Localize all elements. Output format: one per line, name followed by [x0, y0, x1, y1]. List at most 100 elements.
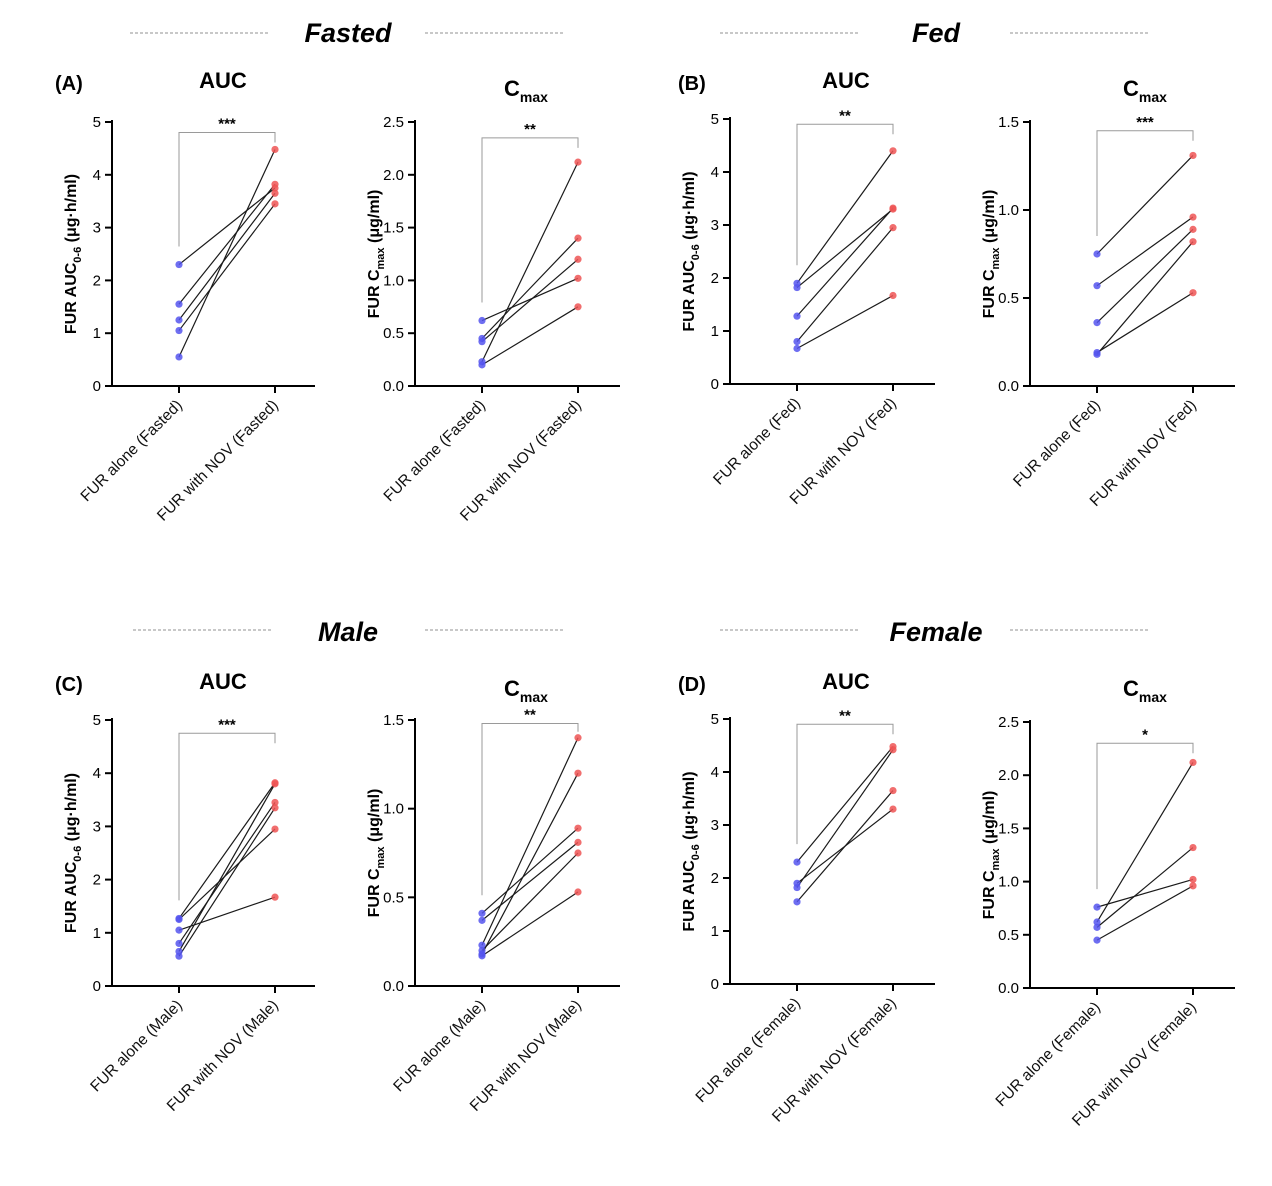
point-fur-with-nov — [574, 255, 582, 263]
significance-bracket — [481, 137, 579, 303]
chart-fasted-auc: (A) AUC FUR AUC0-6 (μg·h/ml) 0 1 2 3 4 5 FUR alon… — [55, 68, 315, 525]
point-fur-with-nov — [574, 769, 582, 777]
y-axis-label: FUR Cmax (μg/ml) — [981, 791, 1002, 920]
point-fur-alone — [478, 361, 486, 369]
point-fur-with-nov — [889, 746, 897, 754]
pair-line — [178, 802, 276, 944]
chart-title-sub: max — [1139, 89, 1167, 105]
y-axis-label-unit: (μg·h/ml) — [681, 771, 698, 844]
pair-line — [178, 187, 276, 266]
point-fur-with-nov — [1189, 875, 1197, 884]
pair-line — [796, 790, 894, 903]
significance-bracket — [796, 723, 894, 845]
section-title-female: Female — [889, 617, 982, 647]
pair-line — [481, 737, 579, 946]
y-axis-label-sub: max — [990, 247, 1002, 270]
x-tick-label: FUR alone (Male) — [390, 997, 489, 1096]
chart-title-sub: max — [520, 89, 548, 105]
point-fur-alone — [175, 926, 183, 934]
pair-line — [481, 258, 579, 343]
y-tick-label: 1.5 — [998, 820, 1019, 837]
x-tick-label: FUR alone (Fed) — [710, 395, 804, 489]
significance-marker: ** — [839, 707, 851, 724]
point-fur-alone — [175, 326, 183, 335]
y-axis-label-main: FUR AUC — [63, 262, 80, 334]
chart-fed-auc: (B) AUC FUR AUC0-6 (μg·h/ml) 0 1 2 3 4 5 FUR alon… — [678, 68, 935, 508]
point-fur-alone — [1093, 319, 1101, 327]
y-axis-label-unit: (μg/ml) — [366, 789, 383, 847]
point-fur-alone — [1093, 350, 1101, 358]
significance-bracket — [1096, 742, 1194, 890]
y-axis-label: FUR Cmax (μg/ml) — [366, 789, 387, 918]
y-tick-label: 3 — [93, 818, 101, 835]
point-fur-with-nov — [889, 786, 897, 795]
point-fur-with-nov — [1189, 238, 1197, 246]
point-fur-alone — [175, 260, 183, 269]
point-fur-alone — [175, 952, 183, 960]
pair-line — [481, 827, 579, 914]
point-fur-with-nov — [271, 825, 279, 833]
point-fur-alone — [478, 916, 486, 924]
y-axis-label-unit: (μg/ml) — [981, 190, 998, 248]
point-fur-alone — [175, 353, 183, 361]
y-tick-label: 0.0 — [383, 378, 404, 395]
point-fur-alone — [1093, 250, 1101, 258]
significance-marker: * — [1142, 726, 1148, 743]
significance-marker: *** — [218, 716, 236, 733]
point-fur-with-nov — [271, 780, 279, 788]
pair-line — [481, 237, 579, 339]
chart-title-main: AUC — [822, 669, 870, 694]
section-header-fasted: Fasted — [130, 18, 565, 48]
significance-bracket — [178, 132, 276, 247]
chart-title: Cmax — [504, 76, 548, 105]
pair-line — [178, 203, 276, 331]
chart-title-sub: max — [520, 689, 548, 705]
chart-title-sub: max — [1139, 689, 1167, 705]
y-tick-label: 0.0 — [998, 980, 1019, 997]
point-fur-alone — [478, 338, 486, 346]
y-axis-label-unit: (μg/ml) — [981, 791, 998, 849]
y-tick-label: 3 — [93, 220, 101, 237]
point-fur-alone — [175, 939, 183, 948]
point-fur-with-nov — [574, 274, 582, 282]
y-axis-label-main: FUR AUC — [681, 860, 698, 932]
y-tick-label: 1.5 — [998, 114, 1019, 131]
y-axis-label-main: FUR C — [981, 870, 998, 919]
point-fur-with-nov — [1189, 758, 1197, 767]
chart-title-main: AUC — [822, 68, 870, 93]
y-tick-label: 4 — [711, 164, 719, 181]
point-fur-with-nov — [889, 224, 897, 232]
point-fur-with-nov — [271, 180, 279, 188]
pair-line — [796, 207, 894, 317]
point-fur-with-nov — [1189, 289, 1197, 297]
point-fur-alone — [175, 915, 183, 924]
y-axis-label-main: FUR C — [366, 269, 383, 318]
section-header-male: Male — [133, 617, 565, 647]
x-tick-label: FUR alone (Female) — [693, 995, 804, 1106]
chart-female-auc: (D) AUC FUR AUC0-6 (μg·h/ml) 0 1 2 3 4 5 FUR alon… — [678, 669, 935, 1126]
y-tick-label: 0.0 — [383, 978, 404, 995]
point-fur-with-nov — [271, 804, 279, 812]
point-fur-with-nov — [271, 200, 279, 208]
point-fur-alone — [793, 858, 801, 866]
y-tick-label: 0.5 — [998, 927, 1019, 944]
point-fur-alone — [478, 316, 486, 325]
y-tick-label: 1 — [93, 925, 101, 942]
y-tick-label: 1.5 — [383, 220, 404, 237]
point-fur-with-nov — [574, 849, 582, 857]
point-fur-with-nov — [1189, 843, 1197, 852]
x-tick-label: FUR with NOV (Male) — [164, 997, 282, 1115]
y-axis-label-sub: max — [990, 848, 1002, 871]
panel-label: (D) — [678, 674, 706, 696]
pair-line — [481, 852, 579, 951]
point-fur-with-nov — [574, 838, 582, 846]
pair-line — [796, 294, 894, 350]
y-tick-label: 2.5 — [383, 114, 404, 131]
y-axis-label-sub: 0-6 — [72, 846, 84, 862]
y-tick-label: 5 — [93, 712, 101, 729]
point-fur-with-nov — [271, 145, 279, 154]
y-axis-label-unit: (μg·h/ml) — [63, 174, 80, 247]
pair-line — [178, 149, 276, 358]
